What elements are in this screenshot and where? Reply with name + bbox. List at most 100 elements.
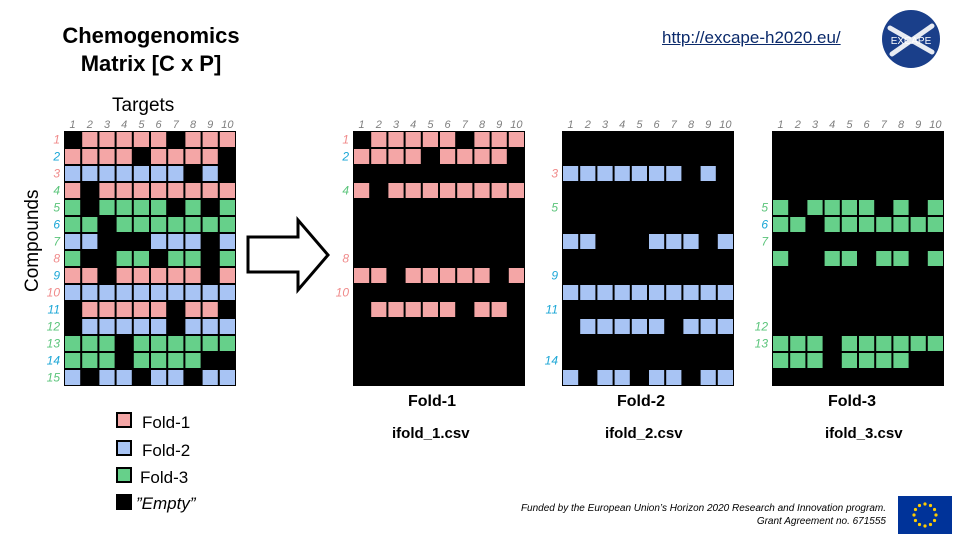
project-link[interactable]: http://excape-h2020.eu/ bbox=[662, 28, 841, 47]
fold-1-matrix-cell bbox=[456, 267, 474, 284]
fold-2-matrix-cell bbox=[665, 369, 683, 386]
fold-3-matrix-row-label: 12 bbox=[755, 320, 769, 334]
main-matrix-cell bbox=[218, 369, 237, 386]
fold-1-matrix-col-label: 8 bbox=[479, 119, 486, 131]
fold-1-matrix-col-label: 2 bbox=[375, 119, 382, 131]
fold-3-matrix-cell bbox=[823, 250, 841, 267]
fold-2-matrix-row-label: 14 bbox=[545, 354, 559, 368]
fold-3-matrix-col-label: 8 bbox=[898, 119, 905, 131]
main-matrix-row-label: 11 bbox=[48, 303, 60, 317]
main-matrix-cell bbox=[81, 301, 99, 318]
fold-2-matrix-cell bbox=[579, 165, 597, 182]
fold-1-matrix-cell bbox=[404, 148, 422, 165]
main-matrix-cell bbox=[98, 199, 116, 216]
main-matrix-row-label: 9 bbox=[53, 269, 60, 283]
main-matrix-cell bbox=[150, 369, 168, 386]
main-matrix-cell bbox=[132, 318, 151, 335]
fold-3-matrix-row-label: 13 bbox=[755, 337, 769, 351]
legend-fold-1-swatch bbox=[116, 412, 132, 428]
main-matrix-cell bbox=[218, 233, 237, 250]
fold-3-matrix-cell bbox=[772, 199, 790, 216]
main-matrix-cell bbox=[81, 352, 99, 369]
main-matrix-cell bbox=[167, 216, 185, 233]
fold-1-matrix-cell bbox=[370, 267, 388, 284]
fold-1-matrix-row-label: 1 bbox=[342, 133, 349, 147]
fold-1-matrix-cell bbox=[387, 131, 405, 148]
fold-1-matrix-cell bbox=[473, 131, 491, 148]
main-matrix-cell bbox=[132, 301, 151, 318]
fold-2-matrix-col-label: 2 bbox=[584, 119, 591, 131]
fold-3-matrix-cell bbox=[909, 216, 927, 233]
main-matrix-row-label: 7 bbox=[53, 235, 61, 249]
fold-1-matrix-cell bbox=[439, 267, 457, 284]
main-matrix-cell bbox=[98, 165, 116, 182]
main-matrix-cell bbox=[167, 369, 185, 386]
fold-1-matrix-cell bbox=[421, 267, 439, 284]
main-matrix-cell bbox=[150, 284, 168, 301]
fold-2-matrix-cell bbox=[596, 318, 614, 335]
main-matrix-cell bbox=[81, 233, 99, 250]
main-matrix-cell bbox=[64, 233, 82, 250]
fold-3-matrix-col-label: 9 bbox=[915, 119, 921, 131]
main-matrix-cell bbox=[81, 267, 99, 284]
funding-line-1: Funded by the European Union’s Horizon 2… bbox=[520, 503, 886, 514]
main-matrix-col-label: 3 bbox=[104, 119, 111, 131]
main-matrix-row-label: 14 bbox=[47, 354, 61, 368]
fold-1-matrix-col-label: 1 bbox=[359, 119, 365, 131]
fold-2-matrix-cell bbox=[562, 165, 580, 182]
fold-1-matrix-cell bbox=[370, 131, 388, 148]
fold-2-matrix-cell bbox=[630, 165, 648, 182]
main-matrix-cell bbox=[184, 250, 202, 267]
fold-2-matrix-cell bbox=[562, 233, 580, 250]
fold-3-matrix-cell bbox=[772, 250, 790, 267]
fold-2-matrix-cell bbox=[699, 369, 717, 386]
fold-1-matrix-cell bbox=[507, 182, 525, 199]
main-matrix-cell bbox=[201, 131, 219, 148]
fold-3-matrix-col-label: 3 bbox=[812, 119, 819, 131]
fold-1-matrix-cell bbox=[456, 148, 474, 165]
fold-1-matrix-cell bbox=[473, 182, 491, 199]
fold-3-matrix-row-label: 5 bbox=[761, 201, 768, 215]
fold-2-matrix-col-label: 9 bbox=[705, 119, 711, 131]
excape-logo: EXCAPE bbox=[882, 10, 940, 68]
fold-2-matrix-col-label: 8 bbox=[688, 119, 695, 131]
fold-3-matrix-cell bbox=[892, 250, 910, 267]
fold-2-matrix-cell bbox=[613, 284, 631, 301]
fold-3-matrix-col-label: 6 bbox=[864, 119, 871, 131]
main-matrix-cell bbox=[218, 335, 237, 352]
logo-x-mark bbox=[887, 23, 935, 57]
fold-3-matrix-cell bbox=[892, 352, 910, 369]
main-matrix-cell bbox=[167, 284, 185, 301]
main-matrix-cell bbox=[201, 148, 219, 165]
main-matrix-cell bbox=[132, 165, 151, 182]
fold-1-matrix-cell bbox=[353, 148, 371, 165]
fold-1-matrix-cell bbox=[353, 267, 371, 284]
fold-2-matrix-col-label: 3 bbox=[602, 119, 609, 131]
legend-fold-1-label: Fold-1 bbox=[142, 413, 191, 432]
main-matrix-row-label: 5 bbox=[53, 201, 60, 215]
main-matrix-cell bbox=[132, 199, 151, 216]
main-matrix-cell bbox=[64, 216, 82, 233]
eu-star-icon bbox=[912, 513, 916, 517]
legend-fold-3-label: Fold-3 bbox=[140, 468, 189, 487]
fold-3-matrix-cell bbox=[772, 335, 790, 352]
main-matrix-cell bbox=[150, 335, 168, 352]
main-matrix-cell bbox=[201, 318, 219, 335]
fold-2-matrix-cell bbox=[562, 369, 580, 386]
fold-1-matrix-col-label: 10 bbox=[510, 119, 523, 131]
main-matrix-cell bbox=[167, 233, 185, 250]
logo-text: EXCAPE bbox=[891, 36, 932, 47]
main-matrix-cell bbox=[167, 250, 185, 267]
eu-flag-stars bbox=[912, 502, 938, 528]
fold-3-label: Fold-3 bbox=[828, 393, 876, 410]
fold-3-matrix-cell bbox=[892, 335, 910, 352]
fold-2-file: ifold_2.csv bbox=[605, 425, 683, 442]
fold-3-file: ifold_3.csv bbox=[825, 425, 903, 442]
main-matrix-cell bbox=[64, 165, 82, 182]
main-matrix-cell bbox=[98, 335, 116, 352]
